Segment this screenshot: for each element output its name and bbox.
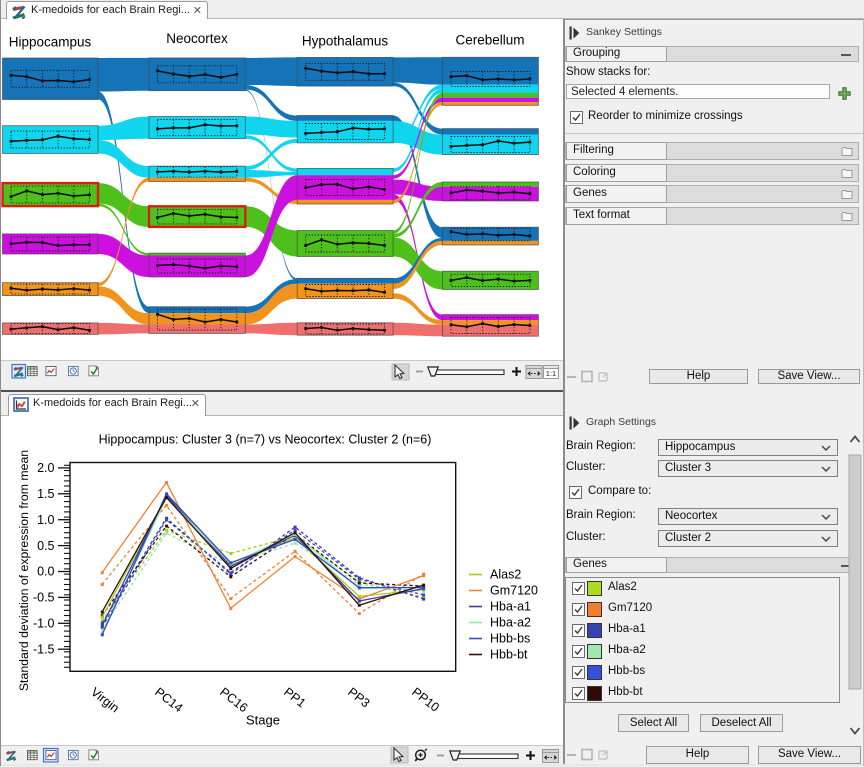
svg-text:1.0: 1.0 (37, 512, 54, 526)
svg-text:Hypothalamus: Hypothalamus (302, 33, 389, 48)
svg-text:Hba-a1: Hba-a1 (490, 599, 531, 613)
svg-text:1:1: 1:1 (546, 369, 556, 378)
svg-text:Standard deviation of expressi: Standard deviation of expression from me… (17, 449, 31, 690)
svg-text:-0.5: -0.5 (33, 590, 55, 604)
svg-text:Cerebellum: Cerebellum (455, 32, 524, 47)
svg-text:Gm7120: Gm7120 (490, 583, 538, 597)
svg-text:-1.5: -1.5 (33, 642, 55, 656)
svg-text:Stage: Stage (246, 712, 280, 727)
svg-text:Hbb-bs: Hbb-bs (490, 631, 530, 645)
svg-text:0.0: 0.0 (37, 564, 54, 578)
svg-text:0.5: 0.5 (37, 538, 54, 552)
svg-text:Hippocampus: Hippocampus (9, 34, 92, 49)
svg-text:Alas2: Alas2 (490, 567, 521, 581)
svg-text:2.0: 2.0 (37, 461, 54, 475)
svg-text:Hippocampus: Cluster 3 (n=7) v: Hippocampus: Cluster 3 (n=7) vs Neocorte… (99, 432, 432, 446)
svg-text:Hbb-bt: Hbb-bt (490, 647, 528, 661)
svg-text:-1.0: -1.0 (33, 616, 55, 630)
svg-text:1.5: 1.5 (37, 487, 54, 501)
svg-text:Neocortex: Neocortex (166, 31, 228, 46)
svg-text:Hba-a2: Hba-a2 (490, 615, 531, 629)
